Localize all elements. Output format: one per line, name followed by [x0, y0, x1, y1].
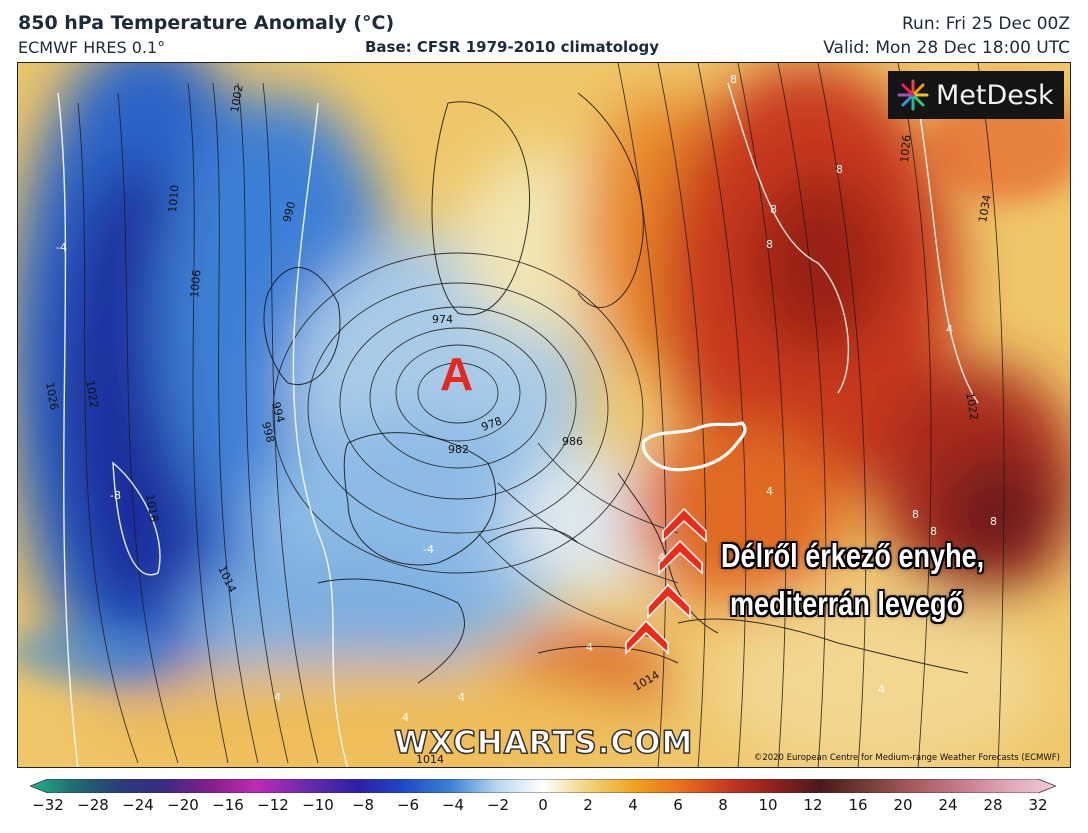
anomaly-label: -4	[423, 543, 434, 556]
anomaly-label: 8	[990, 515, 997, 528]
colorbar-tick-label: 32	[1028, 796, 1048, 814]
isobar-label: 1006	[188, 269, 203, 298]
colorbar-tick-label: 28	[983, 796, 1003, 814]
anomaly-label: 8	[730, 73, 737, 86]
colorbar-tick-label: −8	[351, 796, 375, 814]
anomaly-label: 8	[770, 203, 777, 216]
colorbar-tick-label: −10	[302, 796, 334, 814]
colorbar-tick-label: 8	[718, 796, 728, 814]
anomaly-label: 8	[766, 238, 773, 251]
colorbar-tick-label: 2	[583, 796, 593, 814]
colorbar-tick-label: −24	[122, 796, 154, 814]
isobar-label: 1014	[416, 753, 444, 766]
colorbar-tick-label: −4	[441, 796, 465, 814]
anomaly-label: 8	[836, 163, 843, 176]
colorbar-tick-label: −28	[77, 796, 109, 814]
isobar-label: 974	[432, 313, 453, 326]
isobar-label: 1002	[228, 84, 246, 114]
anomaly-label: 4	[402, 711, 409, 724]
isobar-label: 994	[269, 400, 287, 424]
anomaly-fill	[18, 63, 1070, 767]
low-pressure-marker: A	[440, 348, 474, 400]
colorbar-tick-label: 20	[893, 796, 913, 814]
valid-time-label: Valid: Mon 28 Dec 18:00 UTC	[823, 38, 1070, 58]
colorbar-tick-label: 4	[628, 796, 638, 814]
anomaly-label: 4	[274, 691, 281, 704]
anomaly-label: 4	[658, 551, 665, 564]
metdesk-logo-icon	[897, 79, 929, 111]
model-label: ECMWF HRES 0.1°	[18, 38, 166, 57]
copyright-notice: ©2020 European Centre for Medium-range W…	[753, 753, 1060, 763]
colorbar-tick-label: −16	[212, 796, 244, 814]
anomaly-contours	[57, 82, 979, 767]
annotation-line-2: mediterrán levegő	[730, 585, 964, 622]
southerly-flow-arrows	[625, 507, 707, 655]
isobar-label: 1026	[898, 134, 913, 163]
anomaly-label: 4	[878, 683, 885, 696]
metdesk-logo-text: MetDesk	[936, 79, 1054, 111]
colorbar-tick-label: 6	[673, 796, 683, 814]
coastlines	[263, 92, 969, 684]
anomaly-label: 8	[930, 525, 937, 538]
wxcharts-watermark: WXCHARTS.COM	[393, 724, 694, 762]
colorbar-tick-label: 0	[538, 796, 548, 814]
anomaly-label: 4	[766, 485, 773, 498]
isobar-label: 986	[562, 435, 583, 448]
colorbar-tick-label: −12	[257, 796, 289, 814]
colorbar-tick-label: 24	[938, 796, 958, 814]
colorbar-tick-label: 12	[803, 796, 823, 814]
isobar-label: 998	[259, 420, 277, 444]
colorbar-tick-label: −6	[396, 796, 420, 814]
map-canvas: 1002 1010 1006 1026 1022 1018 1014 990 9…	[18, 63, 1070, 767]
isobar-label: 1022	[83, 379, 101, 409]
isobar-label: 1026	[43, 381, 61, 411]
colorbar-tick-label: 16	[848, 796, 868, 814]
isobars	[77, 63, 1005, 767]
colorbar	[30, 779, 1056, 793]
colorbar-tick-label: −2	[486, 796, 510, 814]
anomaly-label: 4	[586, 641, 593, 654]
anomaly-label-group: 8 8 8 8 4 4 -4 -4 -8 4 4 8 8 8 4 4 4 4	[56, 73, 997, 724]
hungary-outline	[641, 421, 747, 472]
anomaly-label: 4	[946, 323, 953, 336]
anomaly-label: -4	[56, 241, 67, 254]
isobar-label: 1018	[143, 493, 161, 523]
isobar-label: 1010	[166, 184, 181, 213]
isobar-label: 982	[448, 443, 469, 456]
anomaly-label: 8	[912, 508, 919, 521]
run-time-label: Run: Fri 25 Dec 00Z	[902, 14, 1070, 34]
isobar-label: 1034	[976, 194, 994, 224]
annotation-line-1: Délről érkező enyhe,	[721, 537, 985, 574]
metdesk-logo: MetDesk	[888, 71, 1064, 119]
isobar-label: 1022	[963, 391, 981, 421]
anomaly-label: -8	[110, 489, 121, 502]
isobar-label: 990	[280, 200, 298, 224]
colorbar-tick-label: −20	[167, 796, 199, 814]
colorbar-tick-label: −32	[32, 796, 64, 814]
chart-title: 850 hPa Temperature Anomaly (°C)	[18, 12, 395, 34]
base-climatology-label: Base: CFSR 1979-2010 climatology	[365, 38, 660, 56]
colorbar-tick-label: 10	[758, 796, 778, 814]
anomaly-map: 1002 1010 1006 1026 1022 1018 1014 990 9…	[17, 62, 1071, 768]
anomaly-label: 4	[458, 691, 465, 704]
